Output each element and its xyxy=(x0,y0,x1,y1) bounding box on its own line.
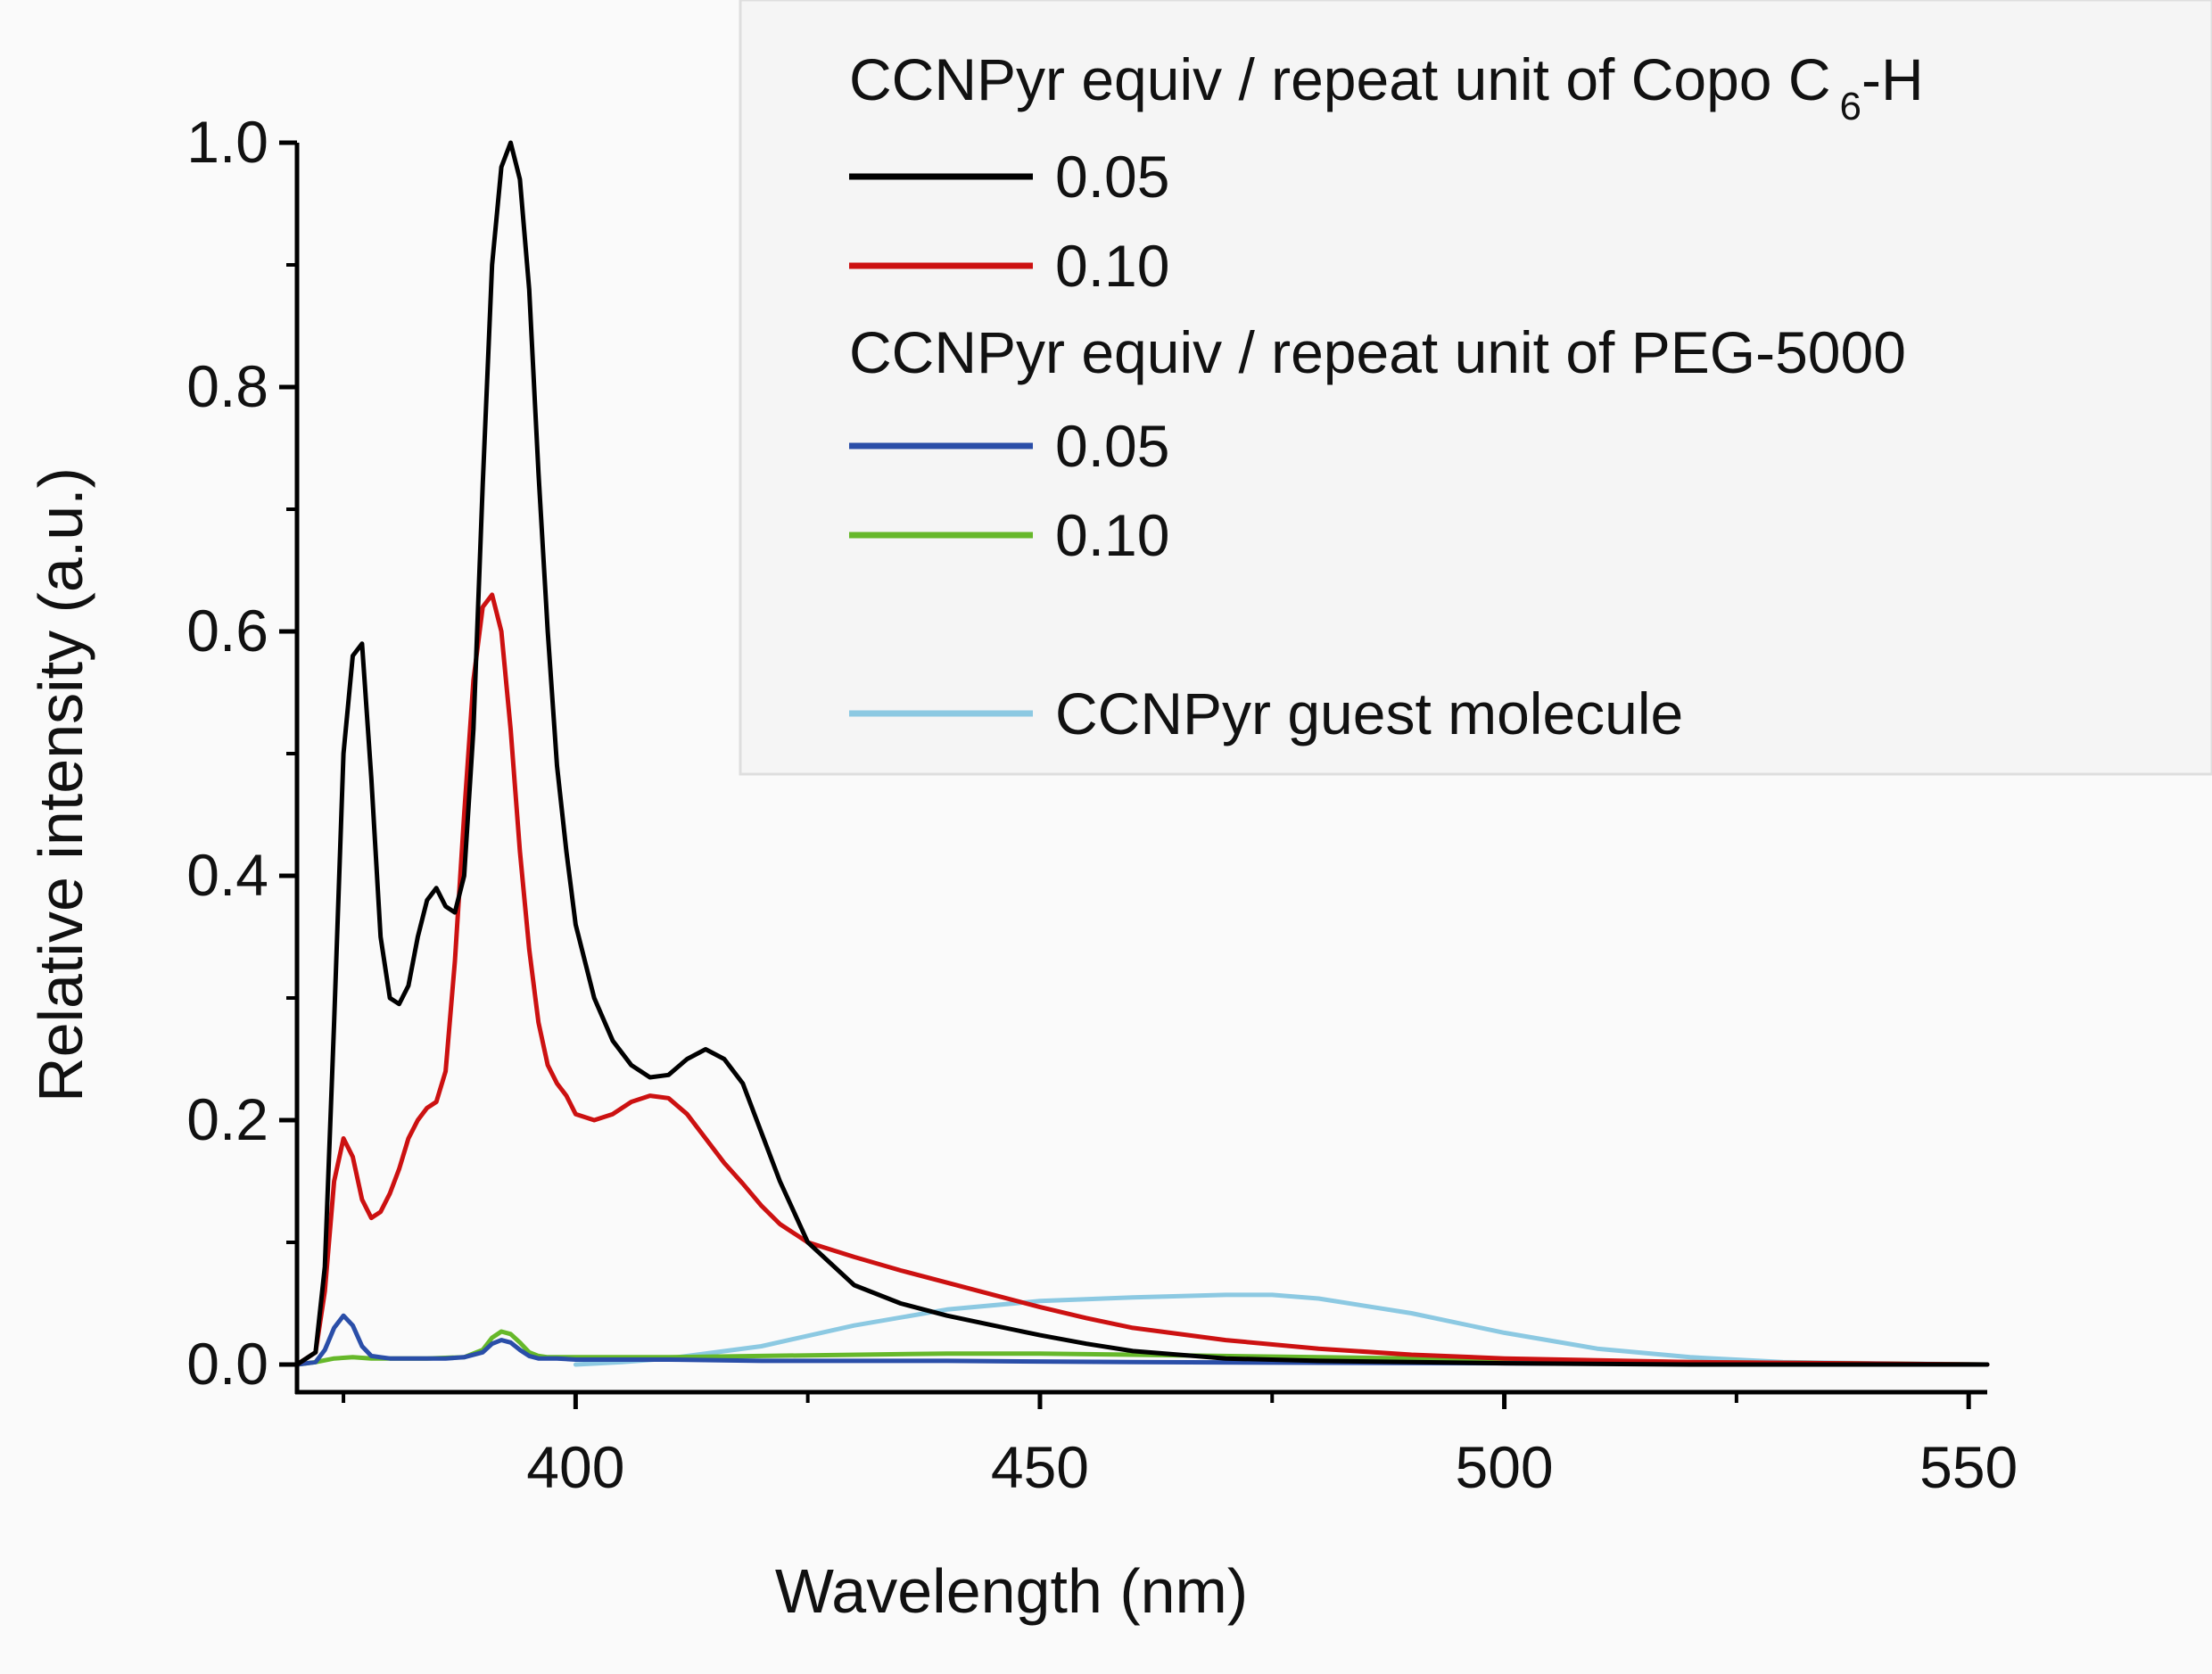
series-line-5 xyxy=(573,1292,1990,1367)
legend: CCNPyr equiv / repeat unit of Copo C 6-H … xyxy=(849,46,1924,746)
x-tick-label: 500 xyxy=(1456,1434,1554,1500)
y-tick-label: 0.8 xyxy=(186,353,268,419)
series-line-1 xyxy=(294,140,1990,1367)
series-line-2 xyxy=(294,592,1990,1367)
legend-label: CCNPyr guest molecule xyxy=(1055,680,1683,746)
y-tick-label: 0.4 xyxy=(186,842,268,908)
legend-label: 0.10 xyxy=(1055,502,1169,568)
y-axis-title: Relative intensity (a.u.) xyxy=(26,467,95,1102)
legend-label: 0.05 xyxy=(1055,144,1169,210)
legend-group1-title: CCNPyr equiv / repeat unit of Copo C 6-H xyxy=(849,46,1924,128)
y-tick-label: 0.6 xyxy=(186,598,268,664)
x-tick-label: 400 xyxy=(526,1434,624,1500)
x-tick-label: 550 xyxy=(1919,1434,2018,1500)
legend-group2-title: CCNPyr equiv / repeat unit of PEG-5000 xyxy=(849,319,1906,385)
plot-lines xyxy=(294,140,1990,1367)
legend-entries: 0.05 0.10 0.05 0.10 CCNPyr guest molecule xyxy=(849,144,1683,746)
legend-label: 0.10 xyxy=(1055,233,1169,299)
x-tick-label: 450 xyxy=(991,1434,1089,1500)
legend-label: 0.05 xyxy=(1055,413,1169,479)
y-tick-label: 0.2 xyxy=(186,1086,268,1152)
series-line-3 xyxy=(294,1313,1990,1367)
y-tick-label: 1.0 xyxy=(186,109,268,175)
x-axis-title: Wavelength (nm) xyxy=(775,1556,1248,1626)
legend-box xyxy=(739,0,2212,776)
axis-ticks: 0.0 0.2 0.4 0.6 0.8 1.0 400 450 500 550 xyxy=(186,109,2018,1500)
y-tick-label: 0.0 xyxy=(186,1331,268,1397)
